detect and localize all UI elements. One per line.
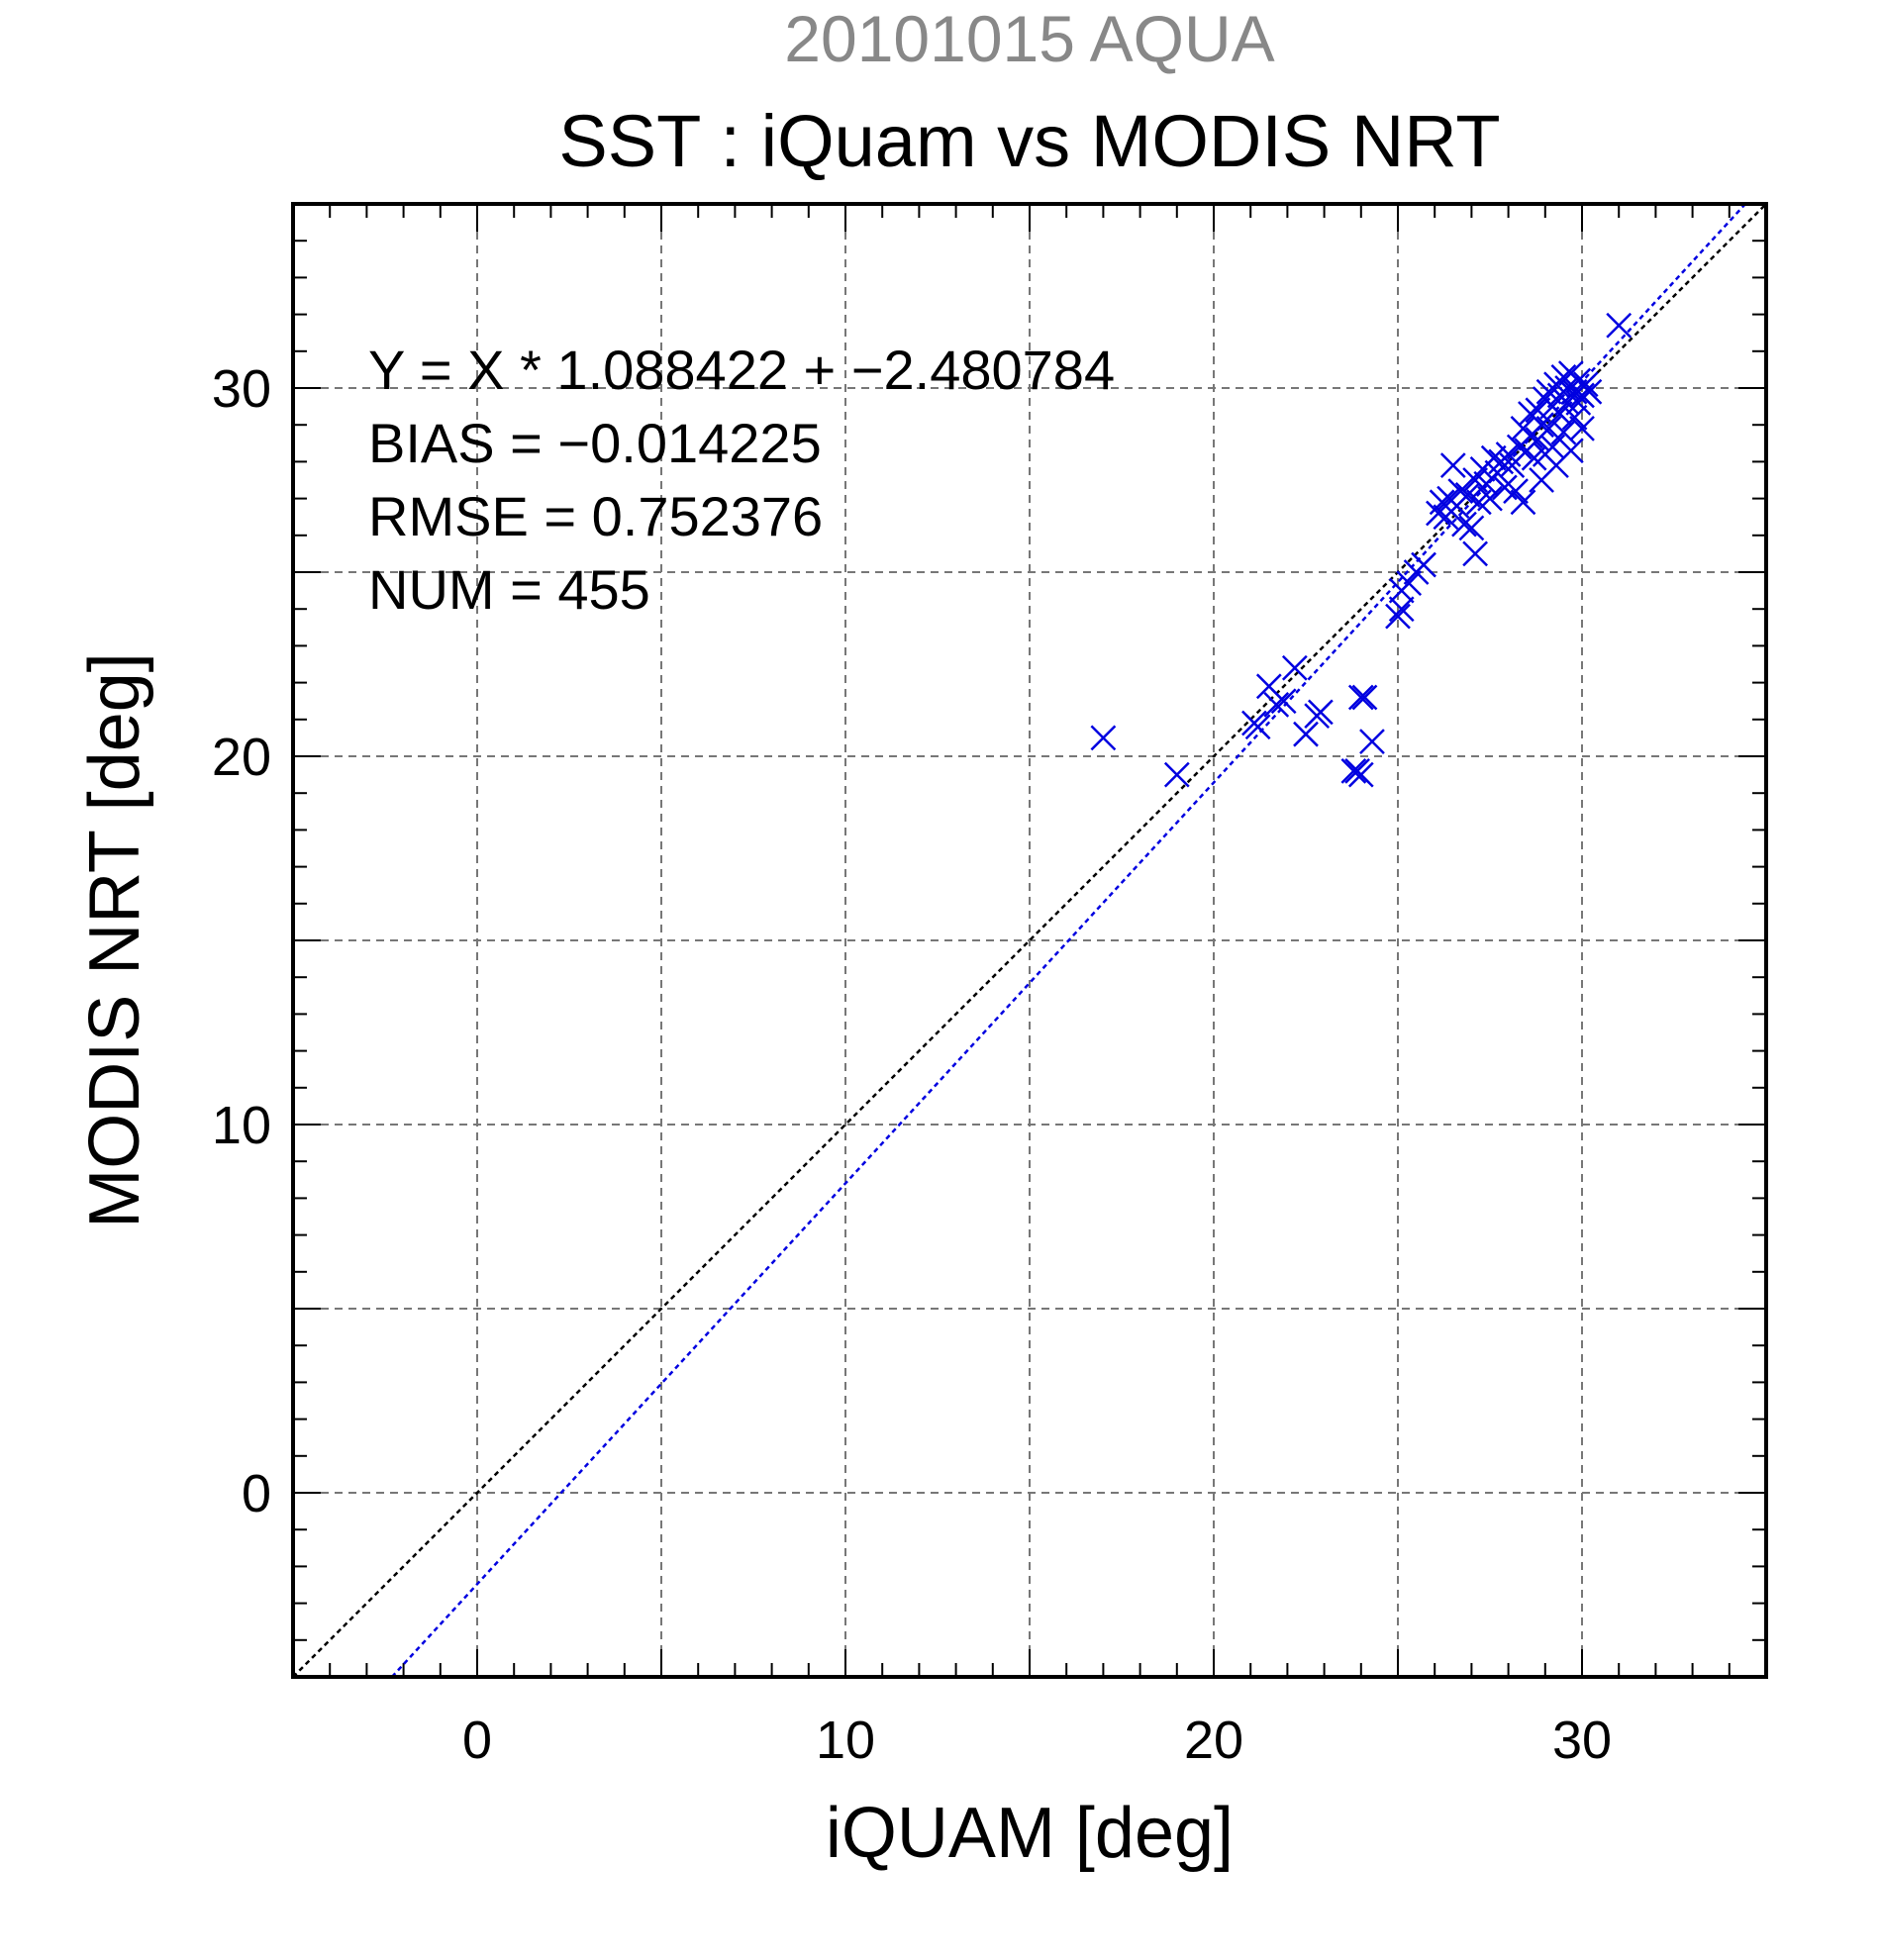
data-point [1293,721,1319,747]
num-text: NUM = 455 [368,558,650,621]
y-tick-label: 0 [242,1464,271,1523]
plot-frame [291,202,1768,1679]
data-point [1480,444,1507,471]
data-point [1561,404,1588,431]
data-point [1429,489,1455,516]
data-point [1576,378,1603,405]
data-point [1347,684,1374,711]
data-point [1270,688,1297,715]
x-axis-label: iQUAM [deg] [826,1794,1234,1873]
x-tick-label: 30 [1552,1711,1612,1770]
data-point [1447,478,1474,505]
data-point [1244,714,1271,740]
grid-lines [293,204,1766,1677]
data-point [1090,725,1117,751]
data-point [1529,412,1554,439]
reference-lines [292,203,1767,1678]
y-tick-label: 20 [212,728,271,787]
data-point [1281,654,1308,681]
data-point [1347,761,1374,788]
data-point [1454,481,1481,508]
data-point [1359,729,1385,755]
x-tick-label: 0 [462,1711,492,1770]
data-point [1263,692,1290,718]
data-point [1388,596,1415,623]
y-tick-label: 10 [212,1096,271,1155]
x-tick-labels: 0 10 20 30 [462,1711,1612,1770]
rmse-text: RMSE = 0.752376 [368,485,823,547]
x-tick-label: 20 [1184,1711,1243,1770]
data-point [1569,416,1595,441]
bias-text: BIAS = −0.014225 [368,412,822,474]
data-point [1340,757,1367,784]
regression-line [390,203,1746,1678]
chart-subtitle: 20101015 AQUA [784,2,1274,75]
x-tick-label: 10 [816,1711,875,1770]
y-axis-label: MODIS NRT [deg] [75,652,154,1228]
data-point [1163,761,1190,788]
data-point [1503,478,1529,505]
data-point [1557,438,1584,464]
data-point [1462,540,1489,567]
data-point [1510,489,1536,516]
data-point [1411,551,1436,578]
data-point [1396,570,1423,597]
data-point [1451,511,1477,538]
y-tick-labels: 0 10 20 30 [212,359,271,1523]
data-point [1307,699,1334,726]
data-point [1477,485,1503,512]
data-points [1090,312,1633,788]
y-tick-label: 30 [212,359,271,419]
data-point [1572,371,1599,398]
data-point [1385,603,1411,630]
data-point [1458,515,1485,541]
chart-title: SST : iQuam vs MODIS NRT [558,100,1500,182]
data-point [1525,397,1551,424]
fit-equation: Y = X * 1.088422 + −2.480784 [368,339,1115,401]
data-point [1439,452,1466,479]
data-point [1351,684,1378,711]
data-point [1606,312,1633,339]
